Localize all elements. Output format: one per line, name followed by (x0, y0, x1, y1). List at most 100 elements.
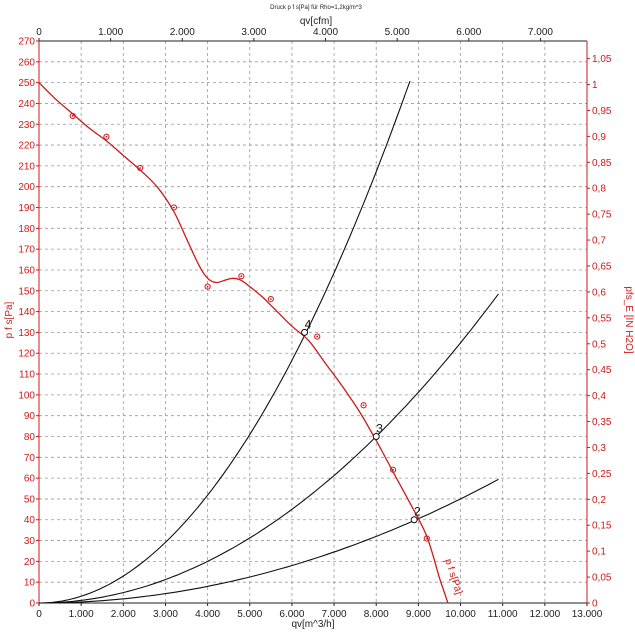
measured-point (360, 402, 367, 409)
measured-point (103, 133, 110, 140)
x2-axis-title: qv[cfm] (300, 16, 332, 27)
y2-tick-label: 0,8 (592, 184, 606, 195)
measured-point (69, 112, 76, 120)
x-tick-label: 8.000 (364, 609, 389, 620)
y2-tick-label: 0,05 (592, 573, 612, 584)
x-tick-label: 2.000 (111, 609, 136, 620)
y2-tick-label: 0,6 (592, 287, 606, 298)
y-tick-label: 230 (18, 120, 35, 131)
y2-tick-label: 0,5 (592, 339, 606, 350)
operating-point-label: 3 (376, 421, 383, 435)
y-tick-label: 210 (18, 161, 35, 172)
operating-point-3 (372, 432, 380, 440)
y-axis-title: p f s[Pa] (4, 301, 15, 338)
y-tick-label: 180 (18, 224, 35, 235)
measured-point (267, 296, 274, 303)
y2-tick-label: 0 (592, 599, 598, 610)
x-tick-label: 13.000 (572, 609, 603, 620)
y2-tick-label: 0,4 (592, 391, 606, 402)
y2-tick-label: 0,3 (592, 443, 606, 454)
system-curve-2 (39, 478, 499, 604)
y2-axis-title: pfs_E [IN H2O] (623, 286, 634, 353)
x-tick-label: 6.000 (279, 609, 304, 620)
y-tick-label: 70 (24, 453, 36, 464)
y2-tick-label: 0,9 (592, 132, 606, 143)
measured-point-center (105, 135, 108, 138)
y2-tick-label: 0,25 (592, 469, 612, 480)
x-tick-label: 5.000 (237, 609, 262, 620)
y2-tick-label: 0,75 (592, 210, 612, 221)
y-tick-label: 250 (18, 78, 35, 89)
x2-tick-label: 5.000 (385, 27, 410, 38)
system-curve-4 (38, 80, 411, 604)
x-tick-label: 9.000 (406, 609, 431, 620)
y2-tick-label: 0,55 (592, 313, 612, 324)
y-tick-label: 50 (24, 494, 36, 505)
y-tick-label: 240 (18, 99, 35, 110)
operating-points: 4 3 2 (301, 317, 421, 524)
system-curves (38, 80, 499, 604)
measured-point-center (362, 404, 365, 407)
y-tick-label: 10 (24, 578, 36, 589)
y2-tick-label: 0,2 (592, 495, 606, 506)
x-tick-label: 12.000 (530, 609, 561, 620)
y-tick-label: 30 (24, 536, 36, 547)
measured-point (423, 535, 430, 542)
y-tick-label: 150 (18, 286, 35, 297)
fan-curve-layer (38, 82, 449, 604)
y-tick-label: 0 (29, 599, 35, 610)
y2-tick-label: 0,95 (592, 106, 612, 117)
measured-point (204, 283, 211, 290)
x2-tick-label: 6.000 (456, 27, 481, 38)
x-tick-label: 10.000 (445, 609, 476, 620)
measured-point-center (392, 468, 394, 471)
y-tick-label: 110 (19, 370, 35, 381)
y-tick-label: 200 (18, 182, 35, 193)
y-tick-label: 260 (18, 57, 35, 68)
x-tick-label: 0 (36, 609, 42, 620)
measured-point-center (425, 537, 428, 540)
measured-point-center (206, 285, 209, 288)
y-tick-label: 140 (18, 307, 35, 318)
y-tick-label: 160 (18, 265, 35, 276)
measured-point-center (71, 115, 74, 117)
y-tick-label: 20 (24, 557, 36, 568)
x-tick-label: 1.000 (69, 609, 94, 620)
y-tick-label: 90 (24, 411, 36, 422)
system-curve-3 (39, 293, 499, 604)
y2-tick-label: 0,7 (592, 236, 606, 247)
measured-points (69, 112, 430, 542)
y2-tick-label: 1 (592, 80, 598, 91)
measured-point (137, 164, 144, 172)
operating-point-4 (301, 328, 309, 336)
y-tick-label: 190 (18, 203, 35, 214)
y2-tick-label: 0,1 (592, 547, 606, 558)
y-tick-label: 120 (18, 349, 35, 360)
x-tick-label: 3.000 (153, 609, 178, 620)
x2-tick-label: 7.000 (528, 27, 553, 38)
y2-tick-label: 0,35 (592, 417, 612, 428)
y-tick-label: 270 (18, 37, 35, 48)
measured-point-center (269, 298, 272, 301)
measured-point-center (316, 335, 319, 338)
x-tick-label: 11.000 (488, 609, 518, 620)
x2-tick-label: 0 (36, 27, 42, 38)
chart-title: Druck p f s[Pa] für Rho=1,2kg/m^3 (270, 5, 362, 11)
measured-point (389, 466, 397, 473)
operating-point-label: 4 (305, 317, 312, 331)
x2-tick-label: 4.000 (313, 27, 338, 38)
x-tick-label: 7.000 (322, 609, 347, 620)
x2-tick-label: 2.000 (170, 27, 195, 38)
y2-tick-label: 1,05 (592, 54, 612, 65)
x-axis-title: qv[m^3/h] (291, 619, 334, 630)
y-tick-label: 170 (18, 245, 35, 256)
measured-point (170, 204, 177, 211)
measured-point-center (172, 206, 175, 209)
x2-tick-label: 1.000 (98, 27, 123, 38)
y-tick-label: 220 (18, 141, 35, 152)
measured-point-center (240, 275, 243, 278)
y2-tick-label: 0,45 (592, 365, 612, 376)
x2-tick-label: 3.000 (241, 27, 266, 38)
operating-point-2 (410, 516, 418, 524)
